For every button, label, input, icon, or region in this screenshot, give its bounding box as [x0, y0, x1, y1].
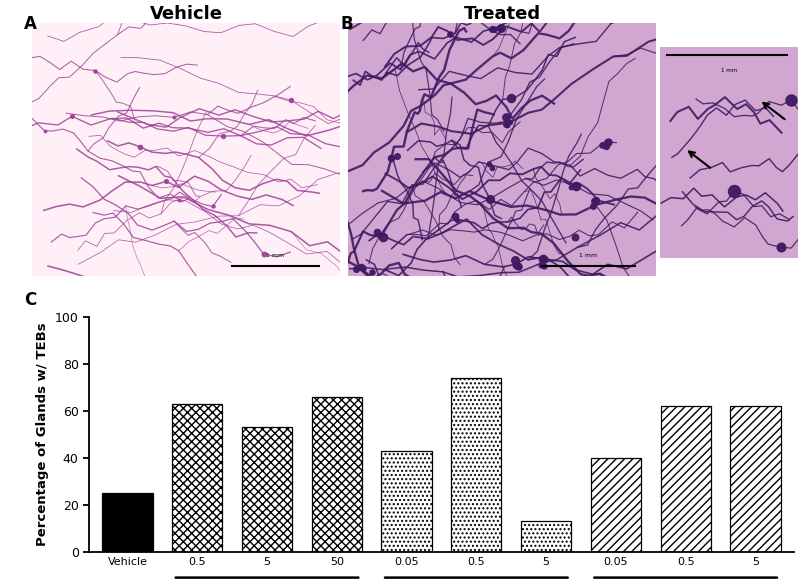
Bar — [660, 406, 710, 552]
Bar — [242, 427, 292, 552]
Y-axis label: Percentage of Glands w/ TEBs: Percentage of Glands w/ TEBs — [36, 323, 49, 546]
Bar — [173, 404, 223, 552]
Bar — [312, 397, 362, 552]
Text: 1 mm: 1 mm — [579, 253, 598, 258]
Bar — [451, 378, 501, 552]
Title: Treated: Treated — [463, 5, 541, 23]
Text: B: B — [340, 15, 353, 33]
Bar — [731, 406, 781, 552]
Bar — [382, 451, 432, 552]
Text: 1 mm: 1 mm — [721, 68, 737, 73]
Text: C: C — [24, 291, 36, 309]
Text: A: A — [24, 15, 37, 33]
Bar — [521, 521, 571, 552]
Text: 1 mm: 1 mm — [266, 253, 284, 258]
Bar — [102, 493, 152, 552]
Title: Vehicle: Vehicle — [150, 5, 223, 23]
Bar — [590, 458, 641, 552]
